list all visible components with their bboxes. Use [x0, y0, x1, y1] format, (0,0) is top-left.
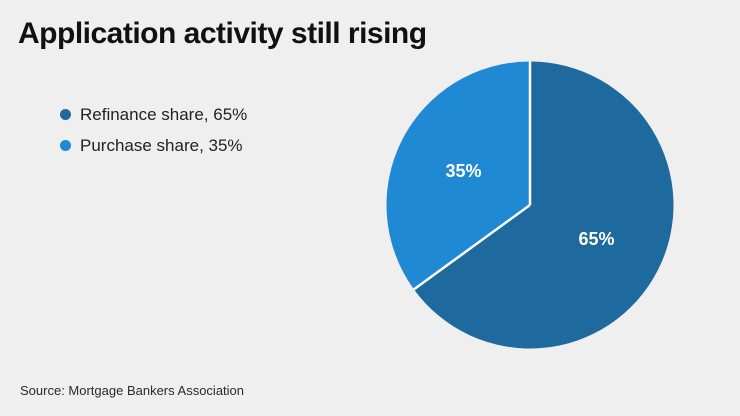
legend-bullet-icon — [60, 109, 71, 120]
pie-slice-label: 35% — [445, 161, 481, 181]
legend-label: Refinance share, 65% — [80, 104, 248, 124]
chart-title: Application activity still rising — [18, 17, 427, 50]
pie-slice-label: 65% — [578, 229, 614, 249]
legend-label: Purchase share, 35% — [80, 135, 243, 155]
legend-bullet-icon — [60, 140, 71, 151]
pie-slice-refinance-share — [413, 61, 674, 349]
pie-chart: 65% 35% — [386, 61, 674, 349]
legend: Refinance share, 65% Purchase share, 35% — [60, 99, 247, 161]
legend-item-refinance: Refinance share, 65% — [60, 99, 247, 130]
legend-item-purchase: Purchase share, 35% — [60, 130, 247, 161]
pie-slice-purchase-share — [386, 61, 530, 290]
source-note: Source: Mortgage Bankers Association — [20, 383, 245, 398]
pie-slice-divider — [413, 203, 531, 291]
